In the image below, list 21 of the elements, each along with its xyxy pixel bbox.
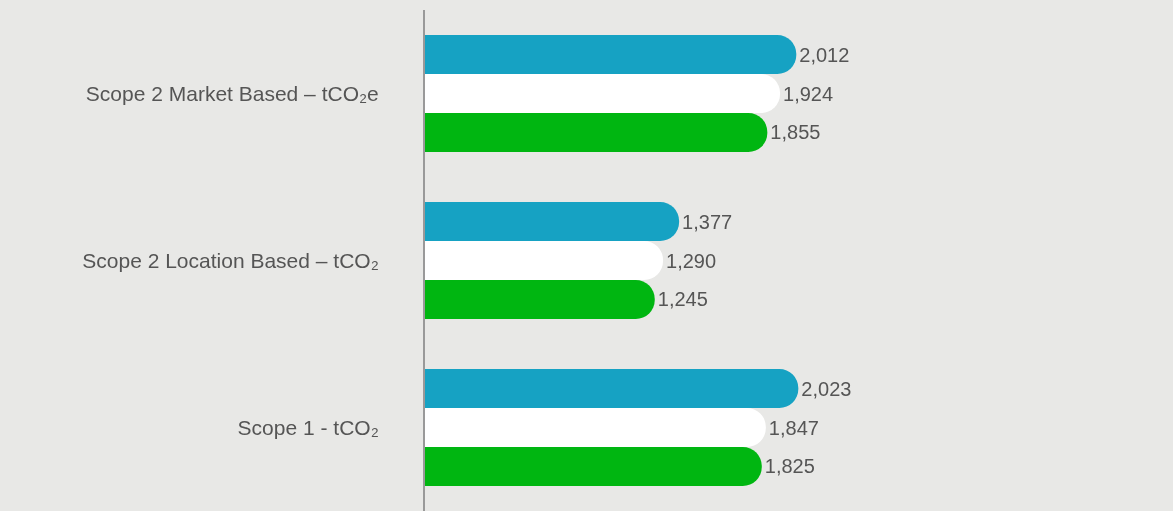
bar: [425, 369, 799, 409]
bar: [425, 408, 766, 447]
bar: [425, 35, 797, 75]
y-tick-label: Scope 1 - tCO₂: [237, 415, 379, 439]
data-label: 1,855: [770, 121, 821, 144]
data-label: 2,012: [799, 43, 850, 66]
bar: [425, 446, 762, 486]
data-label: 2,023: [801, 377, 852, 400]
data-label: 1,847: [768, 416, 819, 439]
y-tick-label: Scope 2 Location Based – tCO₂: [82, 248, 379, 272]
bar: [425, 202, 680, 242]
data-label: 1,377: [682, 210, 733, 233]
bar: [425, 112, 768, 152]
data-label: 1,245: [657, 288, 708, 311]
data-label: 1,924: [783, 82, 834, 105]
bar: [425, 279, 655, 319]
y-tick-label: Scope 2 Market Based – tCO₂e: [85, 81, 379, 105]
data-label: 1,825: [764, 455, 815, 478]
bar: [425, 241, 664, 280]
data-label: 1,290: [666, 249, 717, 272]
bar: [425, 74, 781, 113]
